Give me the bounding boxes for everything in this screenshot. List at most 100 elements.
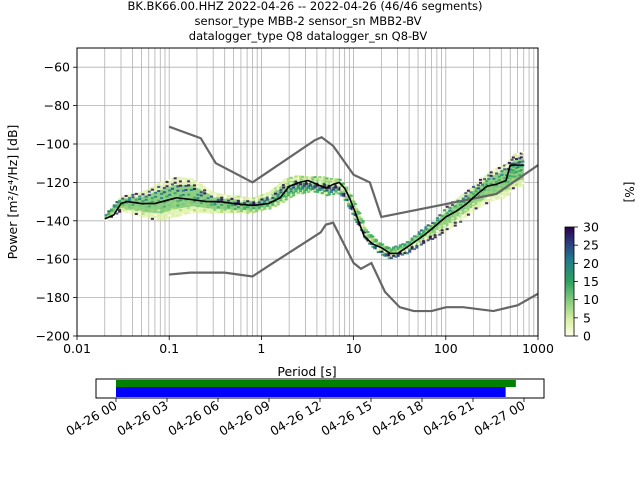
density-cell: [387, 250, 391, 253]
density-cell: [325, 182, 329, 185]
density-cell: [408, 249, 412, 252]
density-cell: [373, 247, 377, 250]
density-cell: [487, 196, 491, 199]
density-cell: [476, 201, 480, 204]
density-cell: [347, 192, 351, 195]
density-cell: [371, 235, 375, 238]
density-cell: [128, 199, 132, 202]
density-cell: [157, 209, 161, 212]
density-cell: [332, 186, 336, 189]
density-cell: [483, 185, 487, 188]
density-cell: [144, 216, 148, 219]
density-cell: [189, 179, 193, 182]
density-cell: [464, 209, 468, 212]
density-cell: [336, 192, 340, 195]
density-cell: [311, 176, 315, 179]
density-cell: [313, 184, 317, 187]
density-cell: [373, 239, 377, 242]
density-cell: [481, 194, 485, 197]
density-cell: [445, 228, 449, 231]
density-cell: [361, 221, 365, 224]
density-cell: [474, 187, 478, 190]
density-cell: [299, 178, 303, 181]
x-tick-label: 1: [257, 341, 265, 356]
density-cell: [405, 241, 409, 244]
density-cell: [513, 162, 517, 165]
density-cell: [206, 190, 210, 193]
density-cell: [301, 187, 305, 190]
density-cell: [230, 197, 234, 200]
new-low-noise-model-line: [169, 221, 538, 313]
mean-curve-group: [104, 164, 524, 255]
density-cell: [422, 240, 426, 243]
density-cell: [104, 215, 108, 218]
density-cell: [426, 233, 430, 236]
density-cell: [124, 194, 128, 197]
density-cell: [378, 243, 382, 246]
density-cell: [472, 185, 476, 188]
density-cell: [398, 244, 402, 247]
density-cell: [176, 185, 180, 188]
density-cell: [154, 217, 158, 220]
x-axis-label: Period [s]: [277, 364, 336, 379]
density-cell: [511, 165, 515, 168]
density-cell: [138, 195, 142, 198]
density-cell: [184, 184, 188, 187]
density-cell: [448, 222, 452, 225]
density-cell: [220, 208, 224, 211]
density-cell: [376, 243, 380, 246]
density-cell: [179, 194, 183, 197]
density-cell: [257, 205, 261, 208]
density-cell: [392, 254, 396, 257]
density-cell: [361, 226, 365, 229]
density-cell: [345, 188, 349, 191]
density-cell: [510, 162, 514, 165]
density-cell: [141, 212, 145, 215]
density-cell: [209, 209, 213, 212]
density-cell: [305, 176, 309, 179]
density-cell: [343, 192, 347, 195]
density-cell: [301, 192, 305, 195]
density-cell: [273, 205, 277, 208]
density-cell: [150, 217, 154, 220]
density-cell: [162, 205, 166, 208]
density-cell: [340, 192, 344, 195]
density-cell: [157, 185, 161, 188]
time-tick-label: 04-26 09: [216, 398, 272, 439]
density-cell: [289, 176, 293, 179]
density-cell: [433, 229, 437, 232]
density-cell: [170, 187, 174, 190]
density-cell: [199, 183, 203, 186]
colorbar-tick-label: 5: [583, 310, 591, 325]
density-cell: [168, 214, 172, 217]
density-cell: [311, 186, 315, 189]
density-cell: [150, 188, 154, 191]
density-cell: [187, 203, 191, 205]
density-cell: [199, 191, 203, 194]
density-cell: [227, 211, 231, 214]
density-cell: [325, 177, 329, 180]
density-cell: [118, 201, 122, 204]
density-cell: [472, 205, 476, 208]
density-cell: [176, 214, 180, 217]
density-cell: [469, 211, 473, 214]
density-cell: [154, 191, 158, 194]
density-cell: [115, 201, 119, 204]
density-cell: [168, 179, 172, 182]
density-cell: [485, 183, 489, 186]
density-cell: [495, 184, 499, 187]
density-cell: [329, 178, 333, 181]
density-cell: [369, 239, 373, 242]
y-tick-label: −120: [36, 175, 70, 190]
x-tick-label: 100: [434, 341, 458, 356]
density-cell: [176, 204, 180, 207]
density-cell: [249, 202, 253, 205]
density-cell: [519, 165, 523, 168]
density-cell: [483, 178, 487, 181]
density-cell: [381, 250, 385, 253]
density-cell: [476, 187, 480, 190]
density-cell: [292, 178, 296, 181]
density-cell: [472, 192, 476, 195]
density-cell: [483, 196, 487, 199]
density-cell: [474, 190, 478, 193]
